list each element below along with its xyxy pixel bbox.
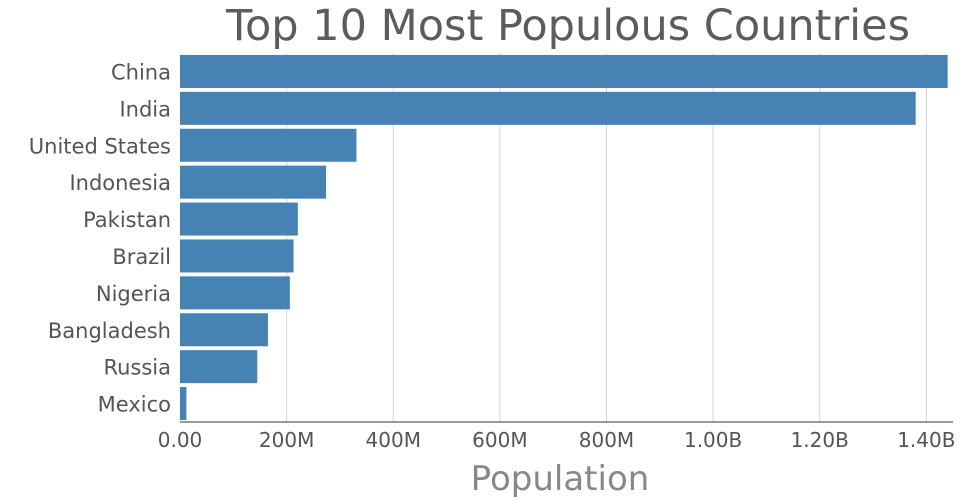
category-label: Nigeria bbox=[96, 282, 171, 306]
category-labels: China India United States Indonesia Pakistan… bbox=[29, 60, 171, 416]
x-tick-label: 1.40B bbox=[897, 428, 955, 452]
bars bbox=[180, 54, 948, 421]
x-axis-label: Population bbox=[471, 459, 650, 499]
category-label: China bbox=[111, 60, 171, 84]
bar-mexico bbox=[180, 387, 187, 421]
category-label: Mexico bbox=[98, 393, 171, 417]
x-tick-label: 0.00 bbox=[158, 428, 203, 452]
bar-bangladesh bbox=[180, 313, 268, 347]
x-tick-label: 1.20B bbox=[791, 428, 849, 452]
x-tick-label: 200M bbox=[259, 428, 314, 452]
chart-title: Top 10 Most Populous Countries bbox=[225, 1, 910, 51]
bar-nigeria bbox=[180, 276, 290, 310]
category-label: United States bbox=[29, 134, 171, 158]
x-tick-label: 400M bbox=[366, 428, 421, 452]
category-label: Russia bbox=[103, 356, 171, 380]
category-label: Pakistan bbox=[83, 208, 171, 232]
category-label: Brazil bbox=[112, 245, 171, 269]
x-tick-label: 800M bbox=[579, 428, 634, 452]
bar-united-states bbox=[180, 128, 357, 162]
x-tick-labels: 0.00 200M 400M 600M 800M 1.00B 1.20B 1.40B bbox=[158, 428, 956, 452]
bar-russia bbox=[180, 350, 258, 384]
x-tick-label: 1.00B bbox=[684, 428, 742, 452]
bar-indonesia bbox=[180, 165, 327, 199]
bar-brazil bbox=[180, 239, 294, 273]
x-tick-label: 600M bbox=[472, 428, 527, 452]
bar-india bbox=[180, 91, 916, 125]
bar-china bbox=[180, 54, 948, 88]
category-label: Indonesia bbox=[69, 171, 171, 195]
bar-pakistan bbox=[180, 202, 298, 236]
category-label: India bbox=[119, 97, 171, 121]
category-label: Bangladesh bbox=[48, 319, 171, 343]
